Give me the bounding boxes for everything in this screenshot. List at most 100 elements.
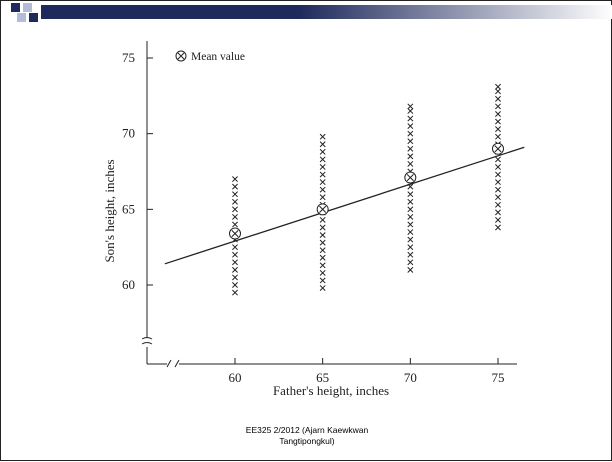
x-tick-label: 65	[316, 370, 329, 385]
data-point-x	[232, 176, 238, 183]
data-point-x	[407, 153, 414, 160]
data-point-x	[495, 118, 501, 125]
data-point-x	[319, 269, 326, 276]
data-point-x	[232, 183, 238, 190]
data-point-x	[495, 209, 501, 216]
data-point-x	[319, 164, 326, 170]
data-point-x	[232, 259, 238, 266]
data-point-x	[232, 198, 238, 205]
data-point-x	[319, 148, 326, 155]
data-point-x	[407, 213, 414, 220]
mean-marker-cross	[319, 205, 327, 213]
legend-label: Mean value	[191, 51, 245, 63]
data-point-x	[319, 277, 326, 284]
data-point-x	[407, 229, 414, 235]
x-tick-label: 60	[229, 370, 242, 385]
data-point-x	[232, 221, 238, 228]
data-point-x	[495, 95, 501, 102]
data-point-x	[495, 194, 501, 201]
regression-line	[164, 146, 525, 265]
data-point-x	[232, 282, 238, 288]
data-point-x	[495, 179, 501, 186]
y-axis-label: Son's height, inches	[102, 159, 117, 262]
data-point-x	[232, 251, 238, 258]
y-axis-break	[141, 337, 153, 345]
data-point-x	[232, 213, 238, 220]
data-point-x	[407, 266, 414, 273]
slide-header-banner	[11, 3, 612, 22]
data-point-x	[319, 262, 326, 269]
data-point-x	[407, 259, 414, 266]
data-point-x	[495, 126, 501, 133]
y-tick-label: 75	[122, 50, 135, 65]
banner-square-4	[29, 13, 38, 22]
data-point-x	[407, 244, 414, 251]
data-point-x	[407, 191, 414, 198]
data-point-x	[232, 289, 238, 296]
data-point-x	[319, 194, 326, 201]
data-point-x	[495, 88, 501, 95]
footer-line-1: EE325 2/2012 (Ajarn Kaewkwan	[245, 425, 369, 435]
data-point-x	[232, 206, 238, 213]
data-point-x	[232, 191, 238, 198]
data-point-x	[407, 198, 414, 205]
data-point-x	[495, 83, 501, 90]
banner-square-1	[11, 3, 20, 12]
y-tick-label: 70	[122, 126, 135, 141]
data-point-x	[407, 138, 414, 145]
data-point-x	[232, 266, 238, 273]
data-point-x	[319, 179, 326, 186]
data-point-x	[495, 216, 501, 223]
x-axis-break	[166, 359, 180, 368]
data-point-x	[407, 236, 414, 243]
data-point-x	[319, 247, 326, 254]
slide-footer: EE325 2/2012 (Ajarn Kaewkwan Tangtipongk…	[1, 425, 612, 447]
data-point-x	[319, 285, 326, 291]
data-point-x	[319, 133, 326, 140]
data-point-x	[407, 206, 414, 213]
banner-square-3	[17, 13, 26, 22]
data-point-x	[407, 115, 414, 122]
y-tick-label: 65	[122, 201, 135, 216]
x-tick-label: 75	[492, 370, 505, 385]
data-point-x	[407, 160, 414, 167]
data-point-x	[319, 171, 326, 178]
footer-line-2: Tangtipongkul)	[279, 436, 335, 446]
banner-square-2	[23, 3, 32, 12]
mean-marker-cross	[406, 173, 414, 182]
data-point-x	[232, 244, 238, 251]
data-point-x	[407, 251, 414, 258]
data-point-x	[319, 141, 326, 148]
data-point-x	[319, 216, 326, 223]
data-point-x	[232, 274, 238, 281]
data-point-x	[407, 123, 414, 130]
data-point-x	[495, 133, 501, 140]
data-point-x	[495, 224, 501, 231]
data-point-x	[319, 232, 326, 239]
legend-symbol-cross	[177, 52, 185, 60]
mean-marker-cross	[494, 145, 502, 153]
data-point-x	[319, 156, 326, 163]
y-tick-label: 60	[122, 277, 135, 292]
data-point-x	[407, 103, 414, 110]
data-point-x	[495, 156, 501, 163]
data-point-x	[319, 224, 326, 231]
data-point-x	[407, 130, 414, 137]
mean-marker-cross	[231, 229, 239, 238]
data-point-x	[495, 201, 501, 208]
data-point-x	[319, 254, 326, 261]
x-axis-label: Father's height, inches	[273, 383, 389, 398]
data-point-x	[495, 186, 501, 193]
x-tick-label: 70	[404, 370, 417, 385]
banner-bar	[41, 5, 612, 19]
data-point-x	[495, 111, 501, 117]
data-point-x	[407, 108, 414, 114]
data-point-x	[407, 221, 414, 228]
data-point-x	[495, 103, 501, 110]
data-point-x	[319, 239, 326, 246]
data-point-x	[319, 186, 326, 193]
data-point-x	[495, 171, 501, 178]
data-point-x	[407, 145, 414, 152]
